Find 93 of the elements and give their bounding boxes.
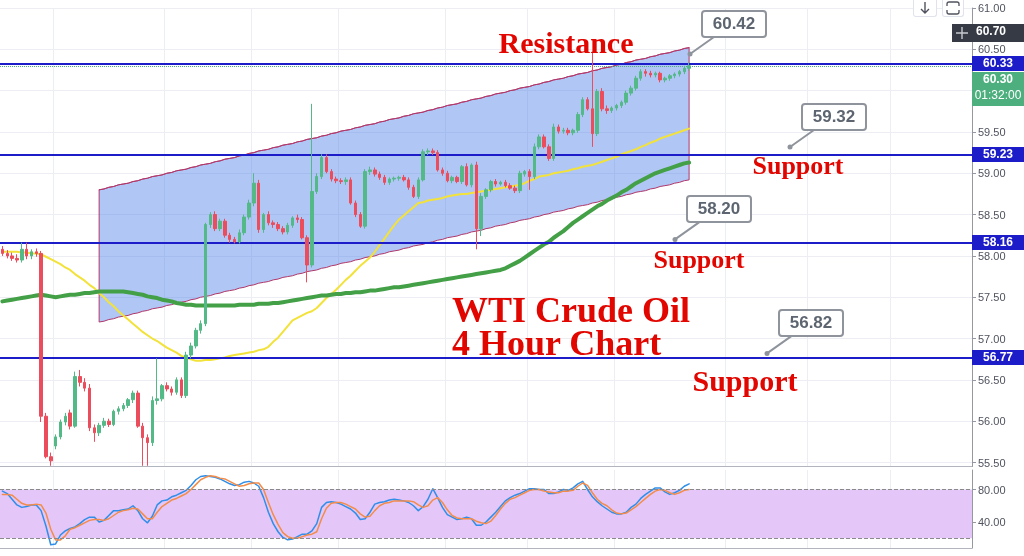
text: 01:32:00: [972, 87, 1024, 106]
candlestick: [213, 210, 217, 232]
candlestick: [310, 103, 314, 268]
candlestick: [446, 170, 449, 183]
candlestick: [383, 174, 386, 186]
candlestick: [165, 381, 169, 392]
candlestick: [262, 212, 265, 234]
candlestick: [455, 175, 459, 184]
candlestick: [610, 105, 613, 114]
candlestick: [88, 383, 91, 432]
candlestick: [20, 242, 24, 264]
candlestick: [344, 176, 348, 186]
candlestick: [112, 409, 115, 427]
candlestick: [460, 164, 464, 185]
annotation: 59.32: [801, 103, 867, 131]
candlestick: [470, 162, 473, 188]
ref-line-label: 59.23: [972, 146, 1024, 162]
candlestick: [354, 200, 357, 218]
candlestick: [209, 211, 212, 229]
ref-line-label: 56.77: [972, 350, 1024, 366]
y-tick-label: 58.50: [978, 208, 1006, 221]
y-tick-label: 58.00: [978, 249, 1006, 262]
candlestick: [465, 162, 468, 187]
candlestick: [591, 51, 594, 148]
candlestick: [654, 71, 657, 78]
y-tick-label: 80.00: [978, 483, 1006, 496]
candlestick: [204, 222, 207, 327]
annotation: Support: [752, 151, 844, 181]
y-tick-label: 56.00: [978, 415, 1006, 428]
candlestick: [107, 418, 111, 428]
candlestick: [649, 70, 652, 78]
candlestick: [30, 248, 33, 260]
candlestick: [93, 423, 96, 443]
candlestick: [359, 211, 362, 229]
candlestick: [78, 369, 82, 387]
candlestick: [1, 245, 4, 257]
candlestick: [320, 153, 323, 180]
ref-line-label: 60.33: [972, 55, 1024, 71]
candlestick: [586, 96, 589, 111]
candlestick: [499, 180, 502, 187]
candlestick: [117, 405, 120, 416]
candlestick: [562, 127, 565, 135]
y-tick-label: 56.50: [978, 373, 1006, 386]
candlestick: [475, 161, 478, 250]
candlestick: [223, 218, 227, 239]
candlestick: [595, 88, 599, 137]
candlestick: [325, 153, 328, 174]
annotation: Support: [653, 244, 745, 274]
candlestick: [441, 166, 444, 177]
candlestick: [54, 433, 57, 450]
candlestick: [180, 376, 183, 399]
candlestick: [615, 103, 618, 111]
candlestick: [528, 168, 531, 191]
candlestick: [59, 419, 62, 440]
annotation: 60.42: [701, 10, 767, 38]
y-tick-label: 59.50: [978, 125, 1006, 138]
candlestick: [349, 176, 352, 206]
candlestick: [678, 69, 681, 78]
y-tick-label: 55.50: [978, 456, 1006, 469]
y-tick-label: 57.50: [978, 291, 1006, 304]
candlestick: [566, 127, 570, 136]
candlestick: [286, 222, 289, 235]
candlestick: [73, 371, 77, 429]
candlestick: [412, 184, 415, 199]
price-tag: 60.70: [952, 24, 1024, 42]
text: 60.30: [972, 71, 1024, 88]
candlestick: [450, 175, 454, 184]
annotation: Resistance: [498, 26, 634, 60]
y-tick-label: 60.50: [978, 43, 1006, 56]
candlestick: [25, 242, 28, 260]
candlestick: [175, 376, 178, 396]
candlestick: [373, 166, 377, 178]
candlestick: [658, 71, 662, 83]
candlestick: [552, 123, 555, 162]
candlestick: [494, 178, 497, 187]
annotation: Support: [692, 363, 798, 397]
ref-line-label: 58.16: [972, 235, 1024, 251]
y-tick-label: 40.00: [978, 516, 1006, 528]
candlestick: [218, 218, 222, 232]
candlestick: [557, 124, 560, 135]
y-tick-label: 57.00: [978, 332, 1006, 345]
candlestick: [233, 236, 236, 245]
candlestick: [64, 412, 67, 426]
candlestick: [257, 179, 260, 234]
candlestick: [518, 170, 522, 194]
candlestick: [644, 68, 647, 78]
annotation: 56.82: [778, 309, 844, 338]
candlestick: [291, 215, 294, 229]
y-tick-label: 61.00: [978, 2, 1006, 14]
candlestick: [68, 409, 72, 430]
y-tick-label: 59.00: [978, 167, 1006, 180]
candlestick: [146, 433, 149, 467]
annotation: 58.20: [686, 195, 752, 224]
